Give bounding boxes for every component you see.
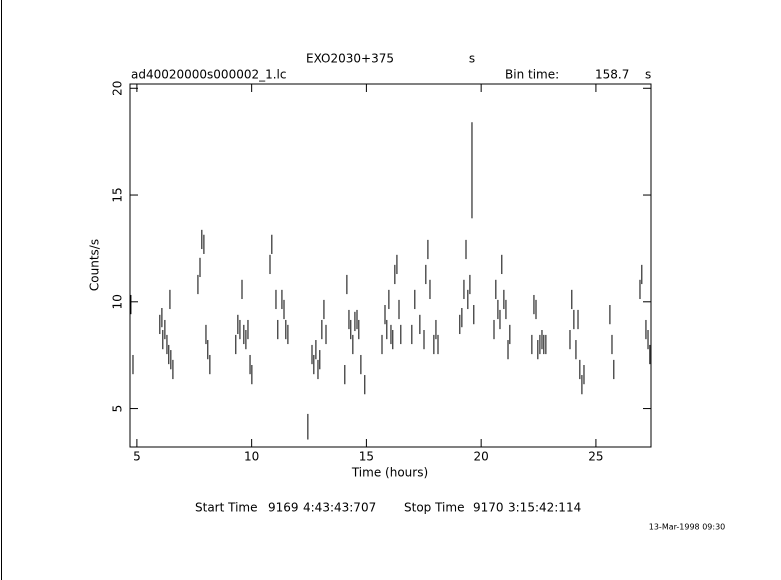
y-tick-label: 15 [111, 187, 125, 202]
y-tick-label: 5 [111, 405, 125, 413]
timestamp: 13-Mar-1998 09:30 [649, 523, 726, 532]
start-time: 4:43:43:707 [303, 501, 376, 515]
y-axis-label: Counts/s [88, 239, 102, 291]
start-label: Start Time [195, 501, 258, 515]
x-axis-label: Time (hours) [351, 466, 428, 480]
x-tick-label: 15 [359, 450, 374, 464]
chart-title: EXO2030+375 [306, 52, 394, 66]
bin-time-label: Bin time: [505, 68, 559, 82]
stop-label: Stop Time [404, 501, 464, 515]
x-tick-label: 5 [133, 450, 141, 464]
y-tick-label: 10 [111, 294, 125, 309]
stop-day: 9170 [473, 501, 504, 515]
x-tick-label: 25 [588, 450, 603, 464]
x-tick-label: 10 [244, 450, 259, 464]
plot-frame [129, 83, 652, 448]
title-unit: s [469, 52, 475, 66]
start-day: 9169 [268, 501, 299, 515]
x-tick-label: 20 [474, 450, 489, 464]
stop-time: 3:15:42:114 [508, 501, 581, 515]
y-tick-label: 20 [111, 81, 125, 96]
bin-time-unit: s [645, 68, 651, 82]
bin-time: 158.7 [595, 68, 629, 82]
filename: ad40020000s000002_1.lc [131, 68, 287, 82]
